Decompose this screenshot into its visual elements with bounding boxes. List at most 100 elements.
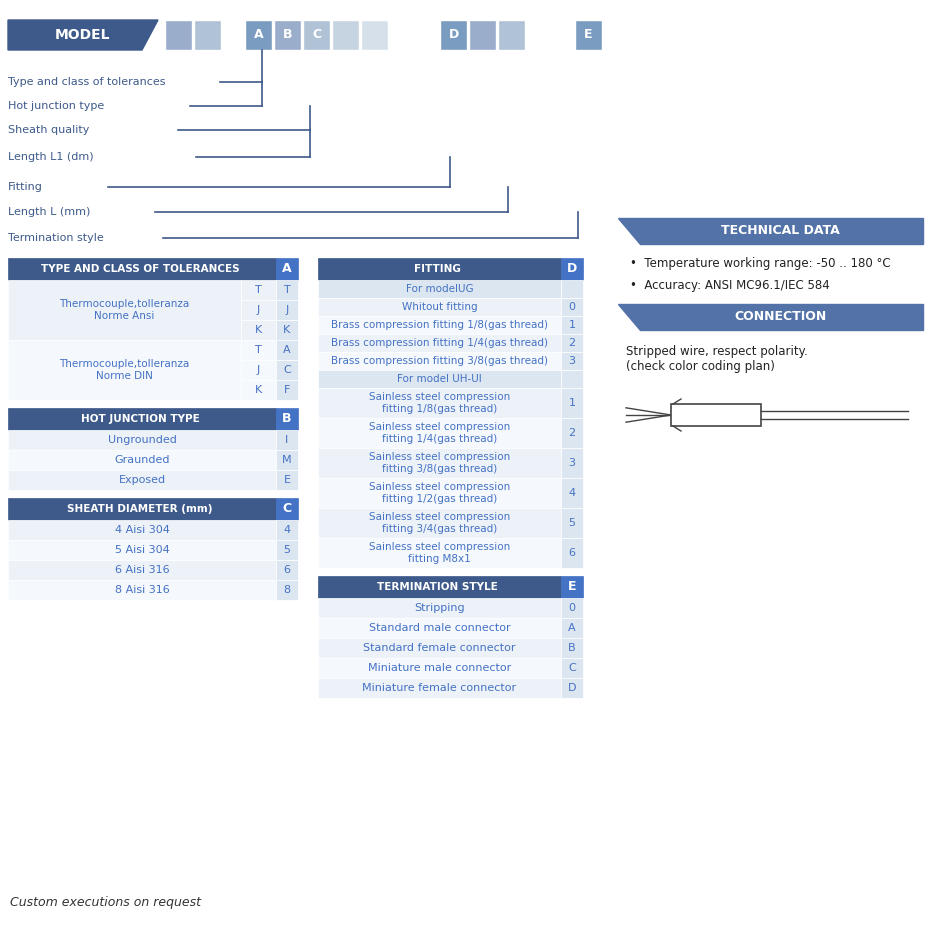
Text: Sainless steel compression
fitting 1/2(gas thread): Sainless steel compression fitting 1/2(g… [369,482,510,504]
Text: Brass compression fitting 1/8(gas thread): Brass compression fitting 1/8(gas thread… [331,320,548,330]
Text: D: D [567,262,578,275]
Text: 4: 4 [284,525,290,535]
Bar [561,370,583,388]
Text: Stripping: Stripping [414,603,465,613]
Text: B: B [283,29,292,42]
Text: MODEL: MODEL [55,28,111,42]
Bar [276,258,298,280]
Text: C: C [283,365,291,375]
Bar [276,520,298,540]
Bar [318,352,561,370]
Text: 8: 8 [284,585,290,595]
Text: 0: 0 [568,603,576,613]
Bar [276,450,298,470]
Text: Graunded: Graunded [114,455,170,465]
Text: Sainless steel compression
fitting 3/4(gas thread): Sainless steel compression fitting 3/4(g… [369,512,510,534]
Bar [561,316,583,334]
Text: Thermocouple,tolleranza
Norme Ansi: Thermocouple,tolleranza Norme Ansi [60,299,189,321]
Text: 5: 5 [284,545,290,555]
Bar [318,298,561,316]
Bar [561,598,583,618]
Text: 6: 6 [284,565,290,575]
Bar [8,340,241,400]
Text: J: J [257,305,259,315]
Text: B: B [283,413,292,426]
Text: 2: 2 [568,428,576,438]
Text: T: T [255,285,261,295]
Bar [241,300,276,320]
Bar [245,20,272,50]
Bar [318,258,561,280]
Bar [276,408,298,430]
Bar [241,280,276,300]
Text: •  Temperature working range: -50 .. 180 °C: • Temperature working range: -50 .. 180 … [630,258,891,271]
Text: Length L (mm): Length L (mm) [8,207,91,217]
Bar [561,576,583,598]
Bar [8,580,276,600]
Text: F: F [284,385,290,395]
Text: B: B [568,643,576,653]
Polygon shape [8,20,158,50]
Bar [318,280,561,298]
Text: Miniature female connector: Miniature female connector [362,683,517,693]
Bar [561,478,583,508]
Text: TYPE AND CLASS OF TOLERANCES: TYPE AND CLASS OF TOLERANCES [41,264,239,274]
Bar [561,352,583,370]
Bar [241,360,276,380]
Bar [318,478,561,508]
Text: HOT JUNCTION TYPE: HOT JUNCTION TYPE [80,414,200,424]
Text: Sainless steel compression
fitting 1/8(gas thread): Sainless steel compression fitting 1/8(g… [369,392,510,414]
Text: Brass compression fitting 3/8(gas thread): Brass compression fitting 3/8(gas thread… [331,356,548,366]
Text: C: C [283,502,291,515]
Bar [8,408,276,430]
Bar [498,20,525,50]
Bar [274,20,301,50]
Bar [561,388,583,418]
Bar [561,280,583,298]
Bar [318,316,561,334]
Bar [561,298,583,316]
Bar [241,320,276,340]
Text: E: E [584,29,592,42]
Bar [303,20,330,50]
Bar [8,498,276,520]
Text: 4: 4 [568,488,576,498]
Text: Sheath quality: Sheath quality [8,125,90,135]
Bar [241,380,276,400]
Bar [318,538,561,568]
Text: 5 Aisi 304: 5 Aisi 304 [115,545,170,555]
Text: Standard male connector: Standard male connector [369,623,510,633]
Text: Stripped wire, respect polarity.
(check color coding plan): Stripped wire, respect polarity. (check … [626,345,808,373]
Bar [440,20,467,50]
Text: 6 Aisi 316: 6 Aisi 316 [115,565,169,575]
Bar [318,576,561,598]
Bar [276,430,298,450]
Text: Custom executions on request: Custom executions on request [10,896,201,909]
Bar [276,380,298,400]
Text: •  Accuracy: ANSI MC96.1/IEC 584: • Accuracy: ANSI MC96.1/IEC 584 [630,280,829,293]
Bar [561,638,583,658]
Text: 2: 2 [568,338,576,348]
Text: A: A [568,623,576,633]
Text: K: K [255,385,261,395]
Text: 8 Aisi 316: 8 Aisi 316 [115,585,170,595]
Text: TECHNICAL DATA: TECHNICAL DATA [721,224,840,237]
Text: 1: 1 [568,398,576,408]
Bar [318,388,561,418]
Text: Sainless steel compression
fitting 3/8(gas thread): Sainless steel compression fitting 3/8(g… [369,452,510,473]
Bar [276,560,298,580]
Text: Miniature male connector: Miniature male connector [368,663,511,673]
Bar [575,20,602,50]
Bar [469,20,496,50]
Text: Brass compression fitting 1/4(gas thread): Brass compression fitting 1/4(gas thread… [331,338,548,348]
Bar [276,498,298,520]
Text: I: I [285,435,288,445]
Text: Ungrounded: Ungrounded [107,435,176,445]
Bar [671,404,761,426]
Polygon shape [618,304,923,330]
Bar [8,430,276,450]
Text: A: A [254,29,263,42]
Bar [561,678,583,698]
Bar [318,448,561,478]
Text: Standard female connector: Standard female connector [363,643,516,653]
